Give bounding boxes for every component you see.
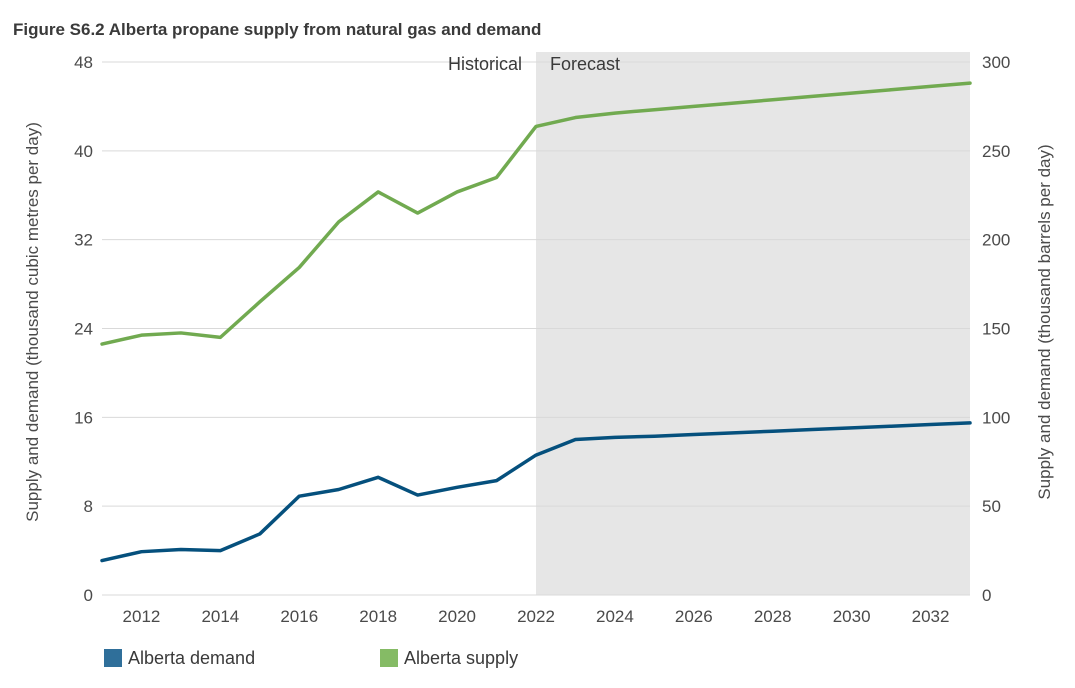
series-lines xyxy=(100,81,972,563)
right-tick-label: 300 xyxy=(982,53,1010,72)
x-tick-label: 2012 xyxy=(123,607,161,626)
x-tick-label: 2032 xyxy=(912,607,950,626)
right-tick-label: 250 xyxy=(982,142,1010,161)
right-axis-label: Supply and demand (thousand barrels per … xyxy=(1035,144,1054,499)
legend-swatch-supply xyxy=(380,649,398,667)
left-tick-label: 48 xyxy=(74,53,93,72)
left-tick-label: 32 xyxy=(74,231,93,250)
legend-swatch-demand xyxy=(104,649,122,667)
forecast-shade xyxy=(536,52,970,595)
left-y-axis: 0 8 16 24 32 40 48 xyxy=(74,53,93,605)
left-tick-label: 24 xyxy=(74,320,93,339)
region-labels: Historical Forecast xyxy=(448,54,620,74)
x-tick-label: 2016 xyxy=(280,607,318,626)
forecast-region xyxy=(536,52,970,595)
left-tick-label: 0 xyxy=(84,586,93,605)
supply-line xyxy=(100,81,972,346)
left-axis-label: Supply and demand (thousand cubic metres… xyxy=(23,122,42,522)
right-tick-label: 200 xyxy=(982,231,1010,250)
left-tick-label: 40 xyxy=(74,142,93,161)
x-tick-label: 2030 xyxy=(833,607,871,626)
x-tick-label: 2020 xyxy=(438,607,476,626)
x-tick-label: 2022 xyxy=(517,607,555,626)
forecast-label: Forecast xyxy=(550,54,620,74)
legend: Alberta demand Alberta supply xyxy=(104,648,518,668)
historical-label: Historical xyxy=(448,54,522,74)
right-tick-label: 0 xyxy=(982,586,991,605)
legend-label-supply: Alberta supply xyxy=(404,648,518,668)
right-tick-label: 100 xyxy=(982,408,1010,427)
chart-title: Figure S6.2 Alberta propane supply from … xyxy=(13,20,541,39)
x-tick-label: 2018 xyxy=(359,607,397,626)
x-tick-label: 2014 xyxy=(201,607,239,626)
left-tick-label: 16 xyxy=(74,408,93,427)
x-tick-label: 2026 xyxy=(675,607,713,626)
right-tick-label: 50 xyxy=(982,497,1001,516)
x-tick-label: 2024 xyxy=(596,607,634,626)
right-tick-label: 150 xyxy=(982,320,1010,339)
x-tick-label: 2028 xyxy=(754,607,792,626)
x-axis: 2012 2014 2016 2018 2020 2022 2024 2026 2028 2030… xyxy=(123,607,950,626)
left-tick-label: 8 xyxy=(84,497,93,516)
legend-label-demand: Alberta demand xyxy=(128,648,255,668)
gridlines xyxy=(102,61,970,596)
demand-line xyxy=(100,421,972,563)
right-y-axis: 0 50 100 150 200 250 300 xyxy=(982,53,1010,605)
